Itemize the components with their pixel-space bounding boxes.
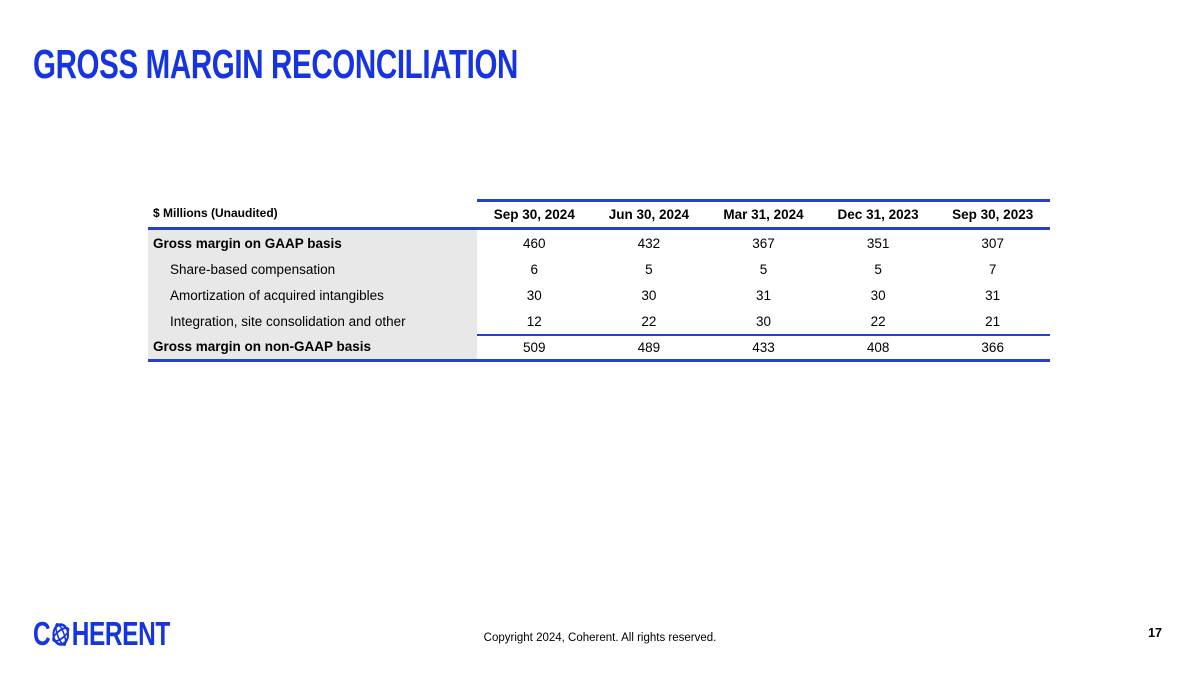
cell-value: 432	[591, 230, 707, 256]
column-header: Sep 30, 2024	[477, 199, 592, 230]
logo-text-suffix: HERENT	[71, 615, 171, 652]
atom-globe-icon	[52, 622, 70, 646]
row-label: Gross margin on GAAP basis	[148, 230, 477, 256]
cell-value: 30	[706, 308, 821, 334]
cell-value: 6	[477, 256, 592, 282]
cell-value: 22	[591, 308, 707, 334]
cell-value: 30	[477, 282, 592, 308]
cell-value: 460	[477, 230, 592, 256]
cell-value: 5	[706, 256, 821, 282]
row-label: Integration, site consolidation and othe…	[148, 308, 477, 334]
cell-value: 433	[706, 334, 821, 362]
cell-value: 509	[477, 334, 592, 362]
copyright-text: Copyright 2024, Coherent. All rights res…	[483, 632, 717, 644]
cell-value: 366	[935, 334, 1050, 362]
column-header: Dec 31, 2023	[820, 199, 936, 230]
cell-value: 12	[477, 308, 592, 334]
column-header: Jun 30, 2024	[591, 199, 707, 230]
cell-value: 307	[935, 230, 1050, 256]
coherent-logo: C HERENT	[33, 615, 170, 653]
column-header: Mar 31, 2024	[706, 199, 821, 230]
cell-value: 30	[820, 282, 936, 308]
table-caption: $ Millions (Unaudited)	[148, 199, 477, 230]
cell-value: 21	[935, 308, 1050, 334]
gross-margin-reconciliation-table: $ Millions (Unaudited) Sep 30, 2024 Jun 30…	[148, 199, 1050, 362]
page-number: 17	[1148, 626, 1162, 640]
cell-value: 22	[820, 308, 936, 334]
column-header: Sep 30, 2023	[935, 199, 1050, 230]
row-label: Amortization of acquired intangibles	[148, 282, 477, 308]
cell-value: 367	[706, 230, 821, 256]
cell-value: 7	[935, 256, 1050, 282]
slide-title: GROSS MARGIN RECONCILIATION	[33, 41, 519, 87]
cell-value: 351	[820, 230, 936, 256]
cell-value: 31	[935, 282, 1050, 308]
cell-value: 30	[591, 282, 707, 308]
cell-value: 408	[820, 334, 936, 362]
cell-value: 5	[820, 256, 936, 282]
cell-value: 489	[591, 334, 707, 362]
row-label: Share-based compensation	[148, 256, 477, 282]
cell-value: 31	[706, 282, 821, 308]
row-label: Gross margin on non-GAAP basis	[148, 334, 477, 362]
cell-value: 5	[591, 256, 707, 282]
logo-text-prefix: C	[33, 615, 51, 652]
